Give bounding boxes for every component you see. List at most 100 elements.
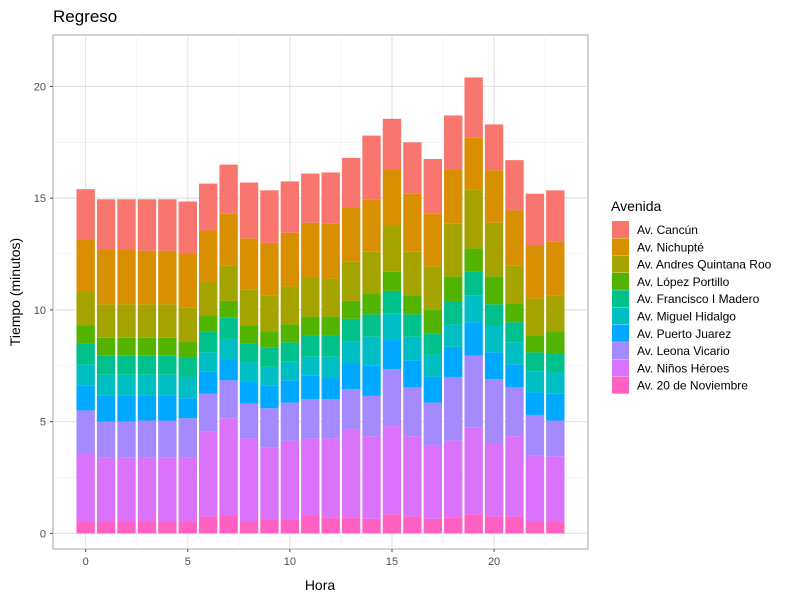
bar-segment [178, 341, 197, 358]
bar-segment [505, 342, 524, 365]
legend-title: Avenida [611, 198, 662, 214]
bar-segment [444, 376, 463, 441]
bar-segment [178, 418, 197, 458]
legend-label: Av. Francisco I Madero [637, 292, 760, 306]
bar-segment [341, 429, 361, 518]
bar-segment [341, 261, 361, 301]
bar-segment [403, 295, 422, 315]
bar-segment [464, 248, 483, 272]
bar-segment [199, 393, 218, 432]
bar-segment [280, 519, 300, 534]
chart-title: Regreso [53, 7, 117, 26]
bar-segment [219, 359, 238, 381]
bar-segment [484, 124, 504, 171]
bar-segment [505, 265, 524, 304]
bar-segment [158, 374, 177, 396]
bar-segment [301, 316, 320, 336]
bar-segment [546, 331, 565, 354]
bar-segment [525, 414, 545, 456]
bar-segment [382, 369, 402, 427]
bar-segment [219, 418, 238, 516]
bar-segment [403, 142, 422, 194]
legend-label: Av. Cancún [637, 223, 698, 237]
bar-segment [280, 232, 300, 287]
bar-segment [444, 300, 463, 325]
bar-segment [260, 190, 279, 243]
bar-segment [76, 364, 95, 386]
bar-segment [117, 457, 136, 522]
bar-segment [199, 331, 218, 353]
legend-label: Av. Andres Quintana Roo [637, 258, 772, 272]
bar-segment [341, 517, 361, 534]
legend-key [612, 238, 629, 256]
bar-segment [321, 172, 340, 224]
bar-segment [280, 342, 300, 362]
bar-segment [301, 335, 320, 357]
bar-segment [423, 333, 442, 355]
bar-segment [280, 286, 300, 325]
bar-segment [76, 454, 95, 522]
bar-segment [362, 199, 381, 252]
bar-segment [137, 304, 157, 338]
bar-segment [301, 222, 320, 278]
bar-segment [280, 361, 300, 381]
bar-segment [137, 199, 157, 251]
bar-segment [546, 241, 565, 296]
bar-segment [382, 118, 402, 170]
bar-segment [362, 395, 381, 437]
bar-segment [239, 343, 259, 363]
bar-segment [546, 190, 565, 242]
bar-segment [321, 223, 340, 279]
bar-segment [260, 242, 279, 296]
bar-segment [178, 457, 197, 522]
bar-segment [464, 271, 483, 296]
bar-segment [219, 380, 238, 419]
bar-segment [484, 170, 504, 223]
bar-segment [219, 338, 238, 360]
bar-segment [137, 355, 157, 375]
bar-segment [505, 322, 524, 343]
bar-segment [280, 181, 300, 233]
bar-segment [117, 395, 136, 422]
bar-segment [423, 159, 442, 214]
bar-segment [199, 371, 218, 394]
bar-segment [96, 395, 116, 422]
bar-segment [484, 325, 504, 353]
bar-segment [178, 398, 197, 419]
bar-segment [382, 169, 402, 227]
y-axis-title: Tiempo (minutos) [7, 238, 23, 346]
bar-segment [76, 343, 95, 365]
bar-segment [525, 245, 545, 299]
bar-segment [301, 438, 320, 516]
bar-segment [444, 324, 463, 347]
bar-segment [239, 521, 259, 534]
bar-segment [321, 278, 340, 317]
bar-segment [505, 303, 524, 323]
bar-segment [403, 314, 422, 337]
bar-segment [505, 386, 524, 437]
bar-segment [117, 199, 136, 250]
bar-segment [444, 223, 463, 277]
bar-segment [96, 249, 116, 305]
x-tick-label: 20 [488, 556, 500, 568]
bar-segment [341, 157, 361, 208]
bar-segment [525, 521, 545, 534]
bar-segment [158, 395, 177, 421]
bar-segment [260, 408, 279, 448]
bar-segment [280, 380, 300, 403]
legend-key [612, 290, 629, 308]
x-tick-label: 10 [284, 556, 296, 568]
bar-segment [178, 307, 197, 342]
bar-segment [464, 514, 483, 534]
legend-label: Av. López Portillo [637, 275, 730, 289]
bar-segment [464, 77, 483, 138]
bar-segment [403, 251, 422, 296]
y-tick-label: 5 [40, 417, 46, 429]
bar-segment [280, 324, 300, 343]
bar-segment [199, 315, 218, 332]
bar-segment [423, 402, 442, 446]
bar-segment [137, 457, 157, 522]
bar-segment [260, 347, 279, 367]
bar-segment [444, 115, 463, 170]
